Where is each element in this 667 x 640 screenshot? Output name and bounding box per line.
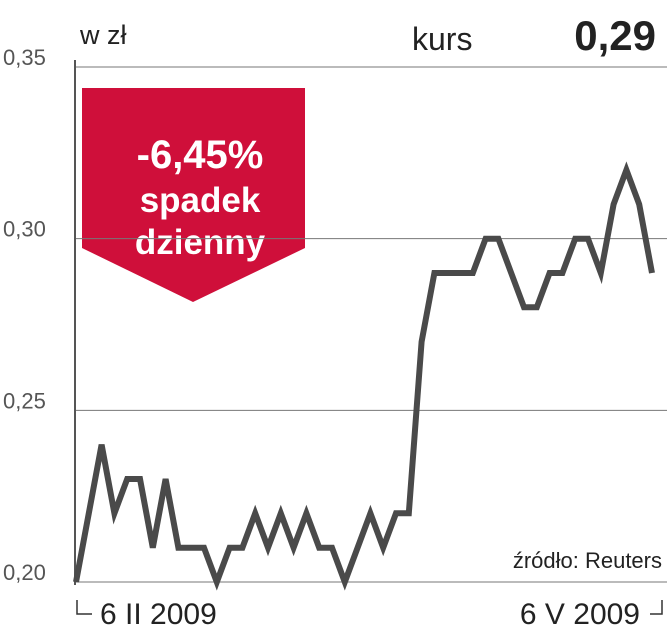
y-tick-label: 0,35 bbox=[3, 45, 46, 70]
x-tick-label: 6 II 2009 bbox=[100, 598, 217, 631]
y-tick-label: 0,25 bbox=[3, 388, 46, 413]
price-line bbox=[73, 161, 655, 591]
price-label: kurs bbox=[412, 21, 472, 57]
x-tick-label: 6 V 2009 bbox=[520, 598, 640, 631]
source: źródło: Reuters bbox=[513, 548, 662, 573]
date-bracket bbox=[76, 600, 663, 615]
price-value: 0,29 bbox=[574, 12, 656, 59]
y-tick-label: 0,30 bbox=[3, 217, 46, 242]
y-tick-label: 0,20 bbox=[3, 560, 46, 585]
unit-label: w zł bbox=[79, 20, 127, 50]
change-arrow bbox=[82, 88, 305, 302]
change-value: -6,45% bbox=[137, 133, 264, 177]
change-text: spadek bbox=[140, 181, 261, 220]
change-text: dzienny bbox=[135, 223, 266, 262]
